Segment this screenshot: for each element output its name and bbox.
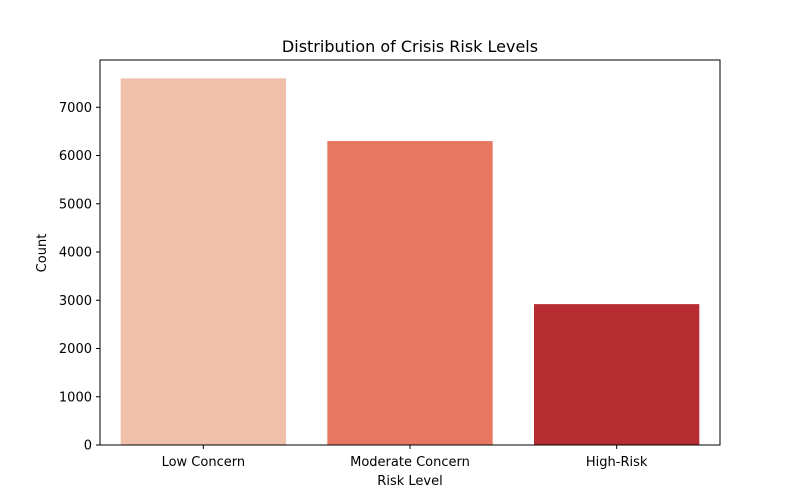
y-tick-label-0: 0 — [84, 439, 92, 454]
x-axis: Low Concern Moderate Concern High-Risk — [162, 445, 648, 470]
chart-title: Distribution of Crisis Risk Levels — [282, 37, 538, 56]
x-tick-label-1: Moderate Concern — [350, 455, 470, 470]
y-axis: 0 1000 2000 3000 4000 5000 6000 7000 — [59, 101, 100, 454]
y-axis-label: Count — [35, 234, 50, 273]
y-tick-label-3: 3000 — [59, 294, 92, 309]
bar-2 — [534, 304, 700, 445]
y-tick-label-7: 7000 — [59, 101, 92, 116]
y-tick-label-6: 6000 — [59, 149, 92, 164]
y-tick-label-5: 5000 — [59, 197, 92, 212]
x-tick-label-0: Low Concern — [162, 455, 246, 470]
x-axis-label: Risk Level — [377, 474, 442, 489]
bar-0 — [120, 78, 287, 445]
y-tick-label-1: 1000 — [59, 390, 92, 405]
y-tick-label-4: 4000 — [59, 246, 92, 261]
bar-1 — [327, 141, 493, 446]
bars-group — [120, 78, 700, 446]
y-tick-label-2: 2000 — [59, 342, 92, 357]
x-tick-label-2: High-Risk — [586, 455, 648, 470]
